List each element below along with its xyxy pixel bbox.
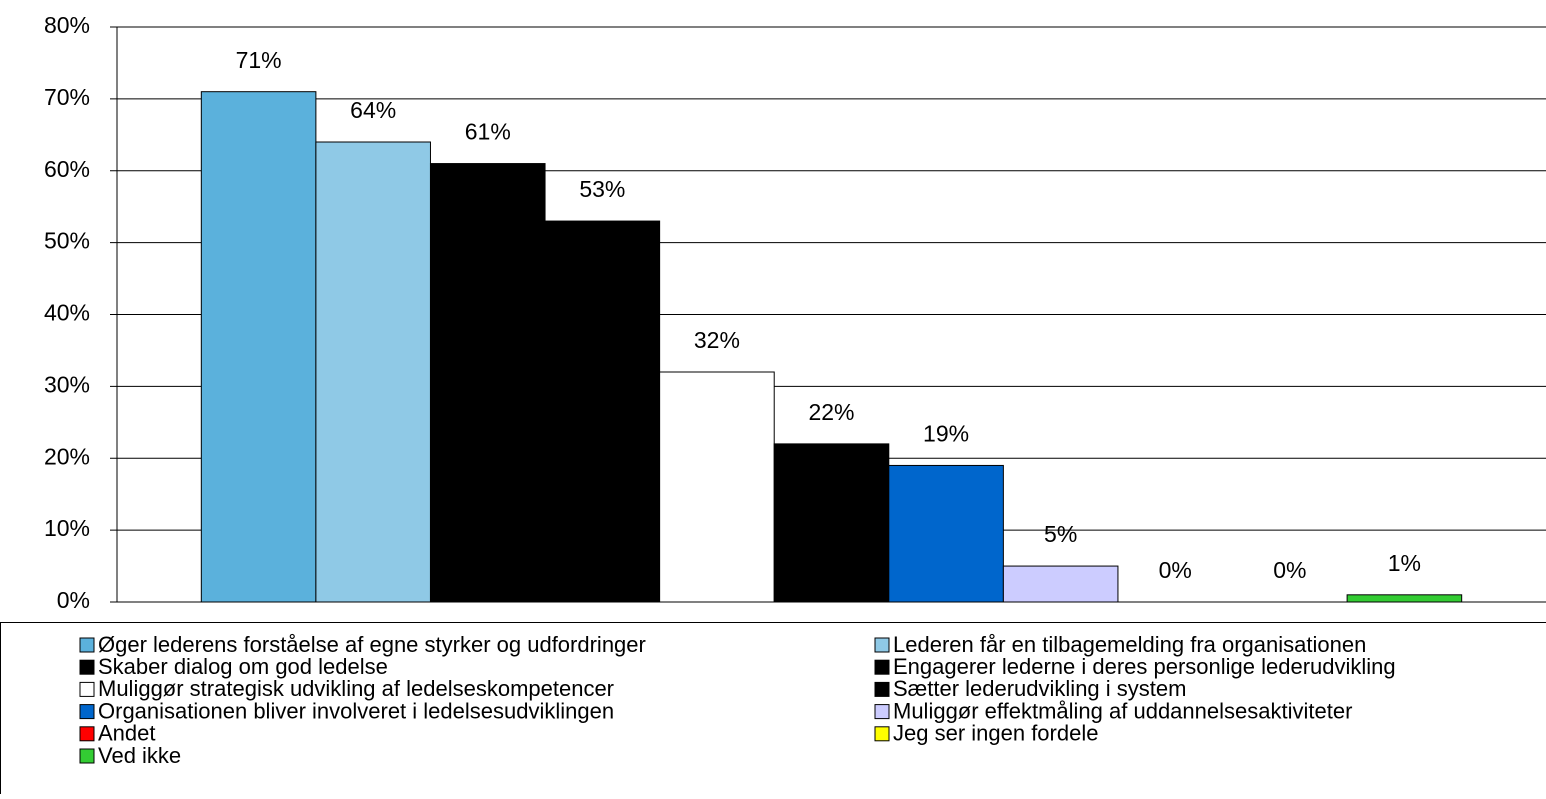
legend-swatch bbox=[875, 682, 889, 696]
legend-swatch bbox=[80, 660, 94, 674]
bar bbox=[1003, 566, 1118, 602]
y-tick-label: 80% bbox=[44, 12, 90, 38]
value-label: 61% bbox=[465, 119, 511, 145]
y-tick-label: 60% bbox=[44, 156, 90, 182]
bar bbox=[1347, 595, 1462, 602]
bar bbox=[316, 142, 431, 602]
value-label: 0% bbox=[1159, 557, 1192, 583]
bar bbox=[430, 164, 545, 602]
y-tick-label: 40% bbox=[44, 300, 90, 326]
legend-swatch bbox=[80, 705, 94, 719]
value-label: 19% bbox=[923, 421, 969, 447]
legend-label: Organisationen bliver involveret i ledel… bbox=[98, 698, 614, 723]
legend-swatch bbox=[80, 749, 94, 763]
value-label: 5% bbox=[1044, 521, 1077, 547]
legend-swatch bbox=[875, 705, 889, 719]
value-label: 64% bbox=[350, 97, 396, 123]
legend-label: Ved ikke bbox=[98, 743, 181, 768]
y-tick-label: 0% bbox=[57, 587, 90, 613]
legend-swatch bbox=[875, 727, 889, 741]
legend-swatch bbox=[80, 727, 94, 741]
bar bbox=[545, 221, 660, 602]
y-tick-label: 50% bbox=[44, 228, 90, 254]
bar bbox=[774, 444, 889, 602]
y-tick-label: 30% bbox=[44, 371, 90, 397]
bar bbox=[889, 465, 1004, 602]
legend-label: Jeg ser ingen fordele bbox=[893, 721, 1098, 746]
value-label: 1% bbox=[1388, 550, 1421, 576]
value-label: 53% bbox=[579, 176, 625, 202]
value-label: 22% bbox=[808, 399, 854, 425]
y-tick-label: 70% bbox=[44, 84, 90, 110]
value-label: 0% bbox=[1273, 557, 1306, 583]
bar bbox=[201, 92, 316, 602]
value-label: 32% bbox=[694, 327, 740, 353]
legend-swatch bbox=[875, 638, 889, 652]
y-tick-label: 10% bbox=[44, 515, 90, 541]
legend-swatch bbox=[875, 660, 889, 674]
legend-swatch bbox=[80, 638, 94, 652]
bar bbox=[660, 372, 775, 602]
y-tick-label: 20% bbox=[44, 443, 90, 469]
legend-swatch bbox=[80, 682, 94, 696]
value-label: 71% bbox=[236, 47, 282, 73]
